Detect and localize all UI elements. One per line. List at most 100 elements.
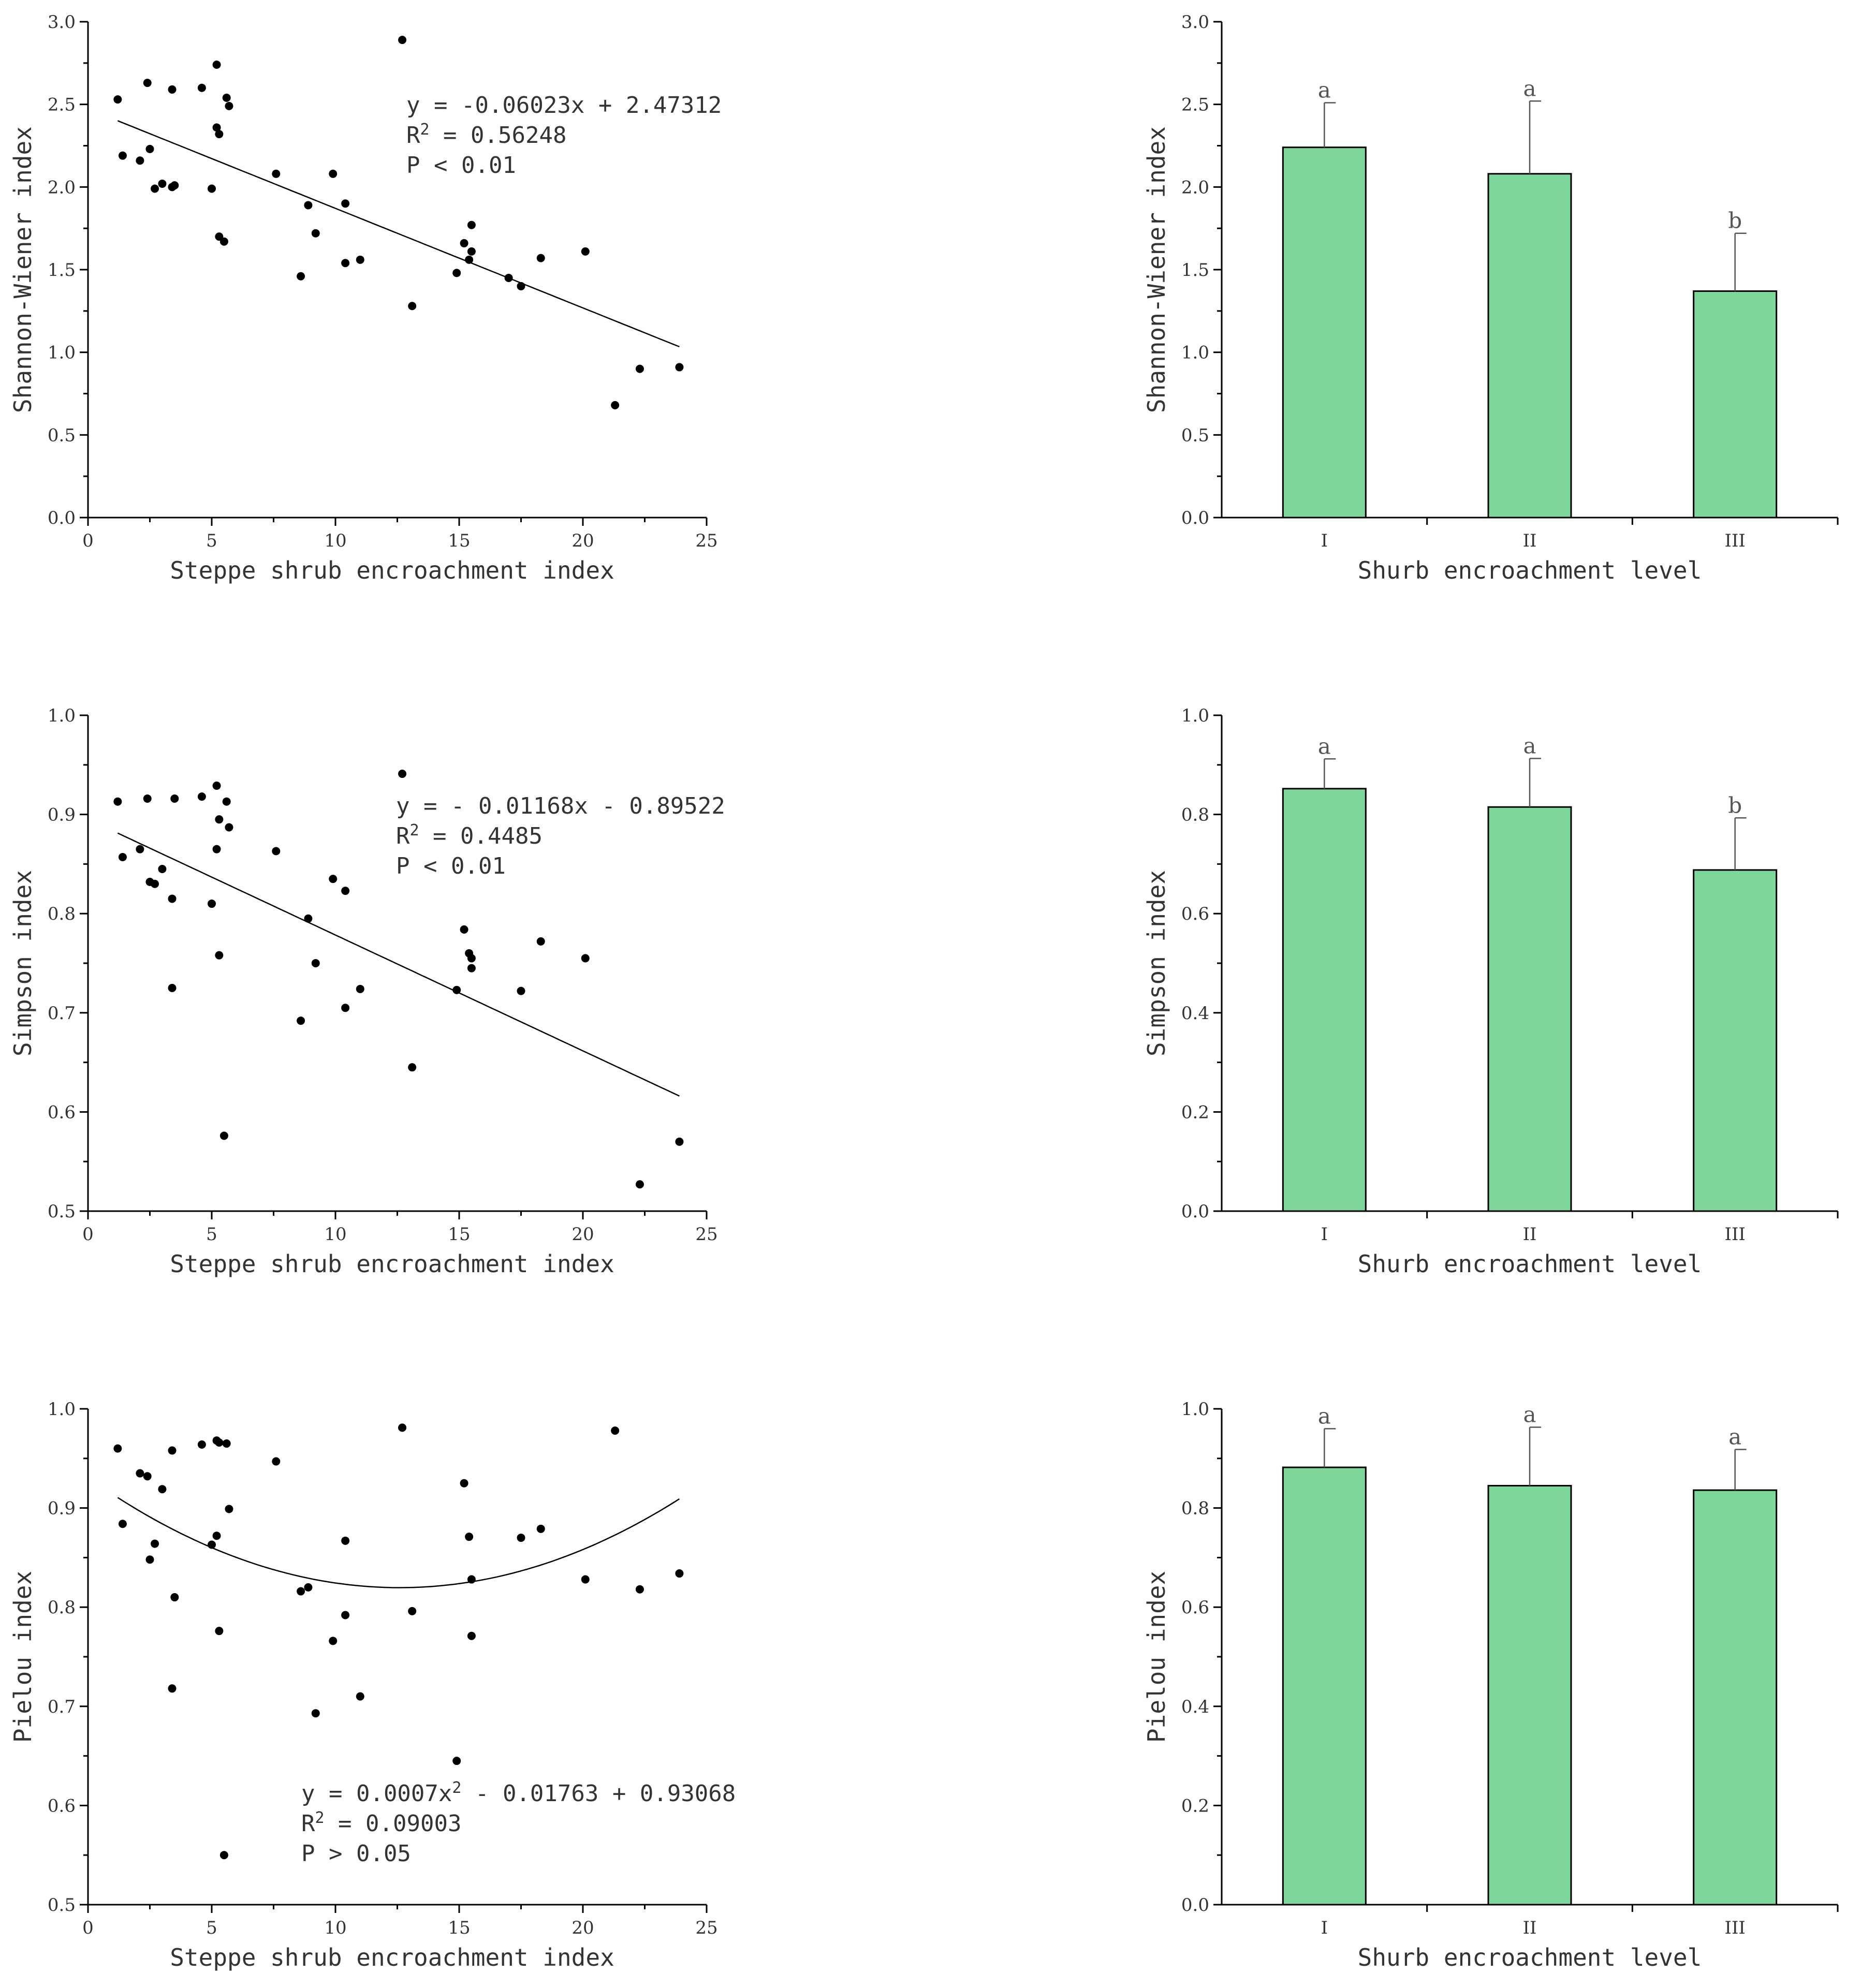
x-tick-label: 25 — [695, 1918, 717, 1938]
r-squared-value: = 0.56248 — [430, 122, 567, 149]
bar-II — [1487, 1484, 1572, 1906]
r-squared-text: R2 = 0.4485 — [396, 821, 543, 849]
r-squared-text: R2 = 0.09003 — [301, 1809, 461, 1837]
data-point — [118, 1520, 127, 1528]
y-tick-label: 0.6 — [1181, 904, 1209, 924]
data-point — [517, 986, 525, 995]
x-tick-label: 10 — [324, 1918, 346, 1938]
data-point — [581, 954, 590, 963]
data-point — [158, 864, 167, 873]
x-axis-title: Steppe shrub encroachment index — [170, 1943, 614, 1971]
data-point — [212, 845, 221, 853]
y-axis-title: Pielou index — [9, 1571, 37, 1743]
y-tick-label: 0.8 — [1181, 805, 1209, 826]
y-tick-label: 0.6 — [1181, 1597, 1209, 1618]
y-tick-label: 0.0 — [48, 508, 76, 528]
y-tick-label: 0.2 — [1181, 1102, 1209, 1123]
x-tick-label: 0 — [82, 1224, 94, 1245]
y-axis-title: Pielou index — [1142, 1571, 1170, 1743]
y-tick-label: 0.7 — [48, 1697, 76, 1717]
data-point — [219, 1851, 228, 1860]
data-point — [113, 797, 122, 806]
r-squared-value: = 0.4485 — [419, 823, 543, 849]
y-tick-label: 0.9 — [48, 805, 76, 826]
bar-III — [1693, 1489, 1778, 1906]
data-point — [136, 845, 144, 853]
y-tick-label: 0.8 — [48, 904, 76, 924]
x-tick-label: 25 — [695, 1224, 717, 1245]
x-tick-label: 15 — [448, 531, 470, 551]
data-point — [611, 401, 620, 409]
superscript: 2 — [420, 121, 430, 139]
data-point — [297, 1017, 305, 1025]
data-point — [304, 914, 313, 923]
data-point — [297, 272, 305, 281]
y-tick-label: 0.4 — [1181, 1697, 1209, 1717]
data-point — [208, 900, 216, 908]
y-tick-label: 0.9 — [48, 1498, 76, 1519]
x-category-label: I — [1321, 531, 1328, 551]
data-point — [675, 1569, 684, 1578]
bar-I — [1282, 146, 1367, 519]
data-point — [467, 1575, 476, 1584]
data-point — [536, 254, 545, 262]
data-point — [208, 1540, 216, 1549]
significance-letter: a — [1318, 77, 1331, 102]
p-value-text: P > 0.05 — [301, 1840, 411, 1867]
data-point — [143, 794, 152, 803]
x-category-label: II — [1523, 1918, 1537, 1938]
y-tick-label: 0.8 — [1181, 1498, 1209, 1519]
data-point — [460, 239, 468, 247]
y-tick-label: 0.0 — [1181, 1895, 1209, 1916]
data-point — [151, 879, 159, 888]
y-tick-label: 1.0 — [1181, 705, 1209, 726]
data-point — [143, 1472, 152, 1481]
data-point — [219, 1131, 228, 1140]
y-tick-label: 1.0 — [1181, 1399, 1209, 1420]
data-point — [118, 151, 127, 160]
data-point — [341, 1004, 350, 1012]
superscript: 2 — [315, 1809, 325, 1827]
data-point — [143, 79, 152, 87]
data-point — [168, 1446, 177, 1455]
r-squared-symbol: R — [406, 122, 420, 149]
data-point — [145, 1555, 154, 1564]
data-point — [452, 985, 461, 994]
y-tick-label: 2.0 — [1181, 177, 1209, 198]
x-tick-label: 15 — [448, 1224, 470, 1245]
r-squared-symbol: R — [301, 1810, 315, 1837]
data-point — [581, 247, 590, 256]
data-point — [222, 1439, 231, 1448]
y-tick-label: 3.0 — [48, 12, 76, 33]
data-point — [467, 247, 476, 256]
data-point — [272, 169, 281, 178]
data-point — [145, 144, 154, 153]
data-point — [635, 1180, 644, 1189]
significance-letter: b — [1728, 792, 1742, 818]
y-tick-label: 0.5 — [48, 425, 76, 446]
data-point — [341, 199, 350, 208]
scatter2-panel: 0.5 0.6 0.7 0.8 0.9 1.0 Simpson index Steppe sh… — [9, 705, 725, 1278]
data-point — [398, 1423, 407, 1432]
equation-text: y = -0.06023x + 2.47312 — [406, 92, 722, 119]
y-tick-label: 0.5 — [1181, 425, 1209, 446]
data-point — [168, 1684, 177, 1693]
x-category-label: I — [1321, 1224, 1328, 1245]
data-point — [356, 984, 364, 993]
bar-II — [1487, 806, 1572, 1212]
data-point — [329, 169, 338, 178]
y-axis-title: Shannon-Wiener index — [9, 126, 37, 413]
data-point — [151, 184, 159, 193]
bar3-panel: 0.0 0.2 0.4 0.6 0.8 1.0 Pielou index Shurb encr… — [1142, 1399, 1839, 1971]
data-point — [197, 1440, 206, 1449]
x-tick-label: 5 — [206, 1224, 217, 1245]
x-tick-label: 20 — [572, 1224, 594, 1245]
data-point — [215, 1438, 224, 1447]
significance-letter: a — [1523, 733, 1536, 758]
data-point — [212, 1532, 221, 1540]
data-point — [197, 792, 206, 801]
x-category-label: I — [1321, 1918, 1328, 1938]
x-axis-title: Shurb encroachment level — [1358, 556, 1702, 584]
scatter3-panel: 0.5 0.6 0.7 0.8 0.9 1.0 Pielou index Steppe shr… — [9, 1399, 736, 1971]
data-point — [452, 1757, 461, 1765]
